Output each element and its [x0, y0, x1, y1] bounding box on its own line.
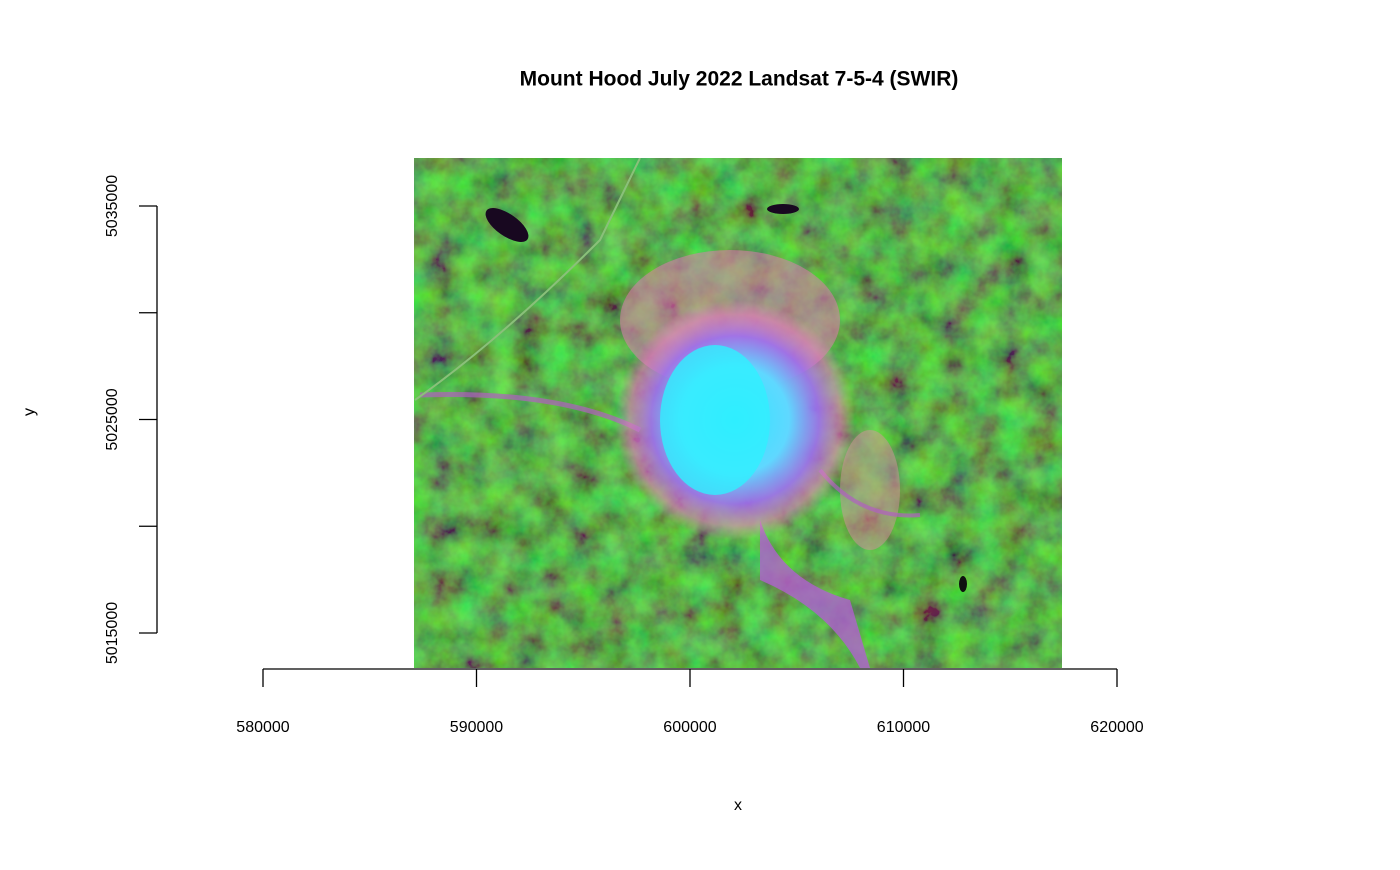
y-tick-label: 5035000 [104, 175, 121, 237]
y-tick-label: 5015000 [104, 602, 121, 664]
x-tick-label: 610000 [877, 719, 930, 736]
x-tick-label: 580000 [236, 719, 289, 736]
x-tick-label: 600000 [663, 719, 716, 736]
x-tick-label: 590000 [450, 719, 503, 736]
x-axis-label: x [734, 797, 742, 814]
y-tick-label: 5025000 [104, 388, 121, 450]
satellite-image [414, 158, 1062, 668]
y-axis-label: y [21, 408, 38, 416]
x-tick-label: 620000 [1090, 719, 1143, 736]
chart-title: Mount Hood July 2022 Landsat 7-5-4 (SWIR… [520, 68, 959, 91]
